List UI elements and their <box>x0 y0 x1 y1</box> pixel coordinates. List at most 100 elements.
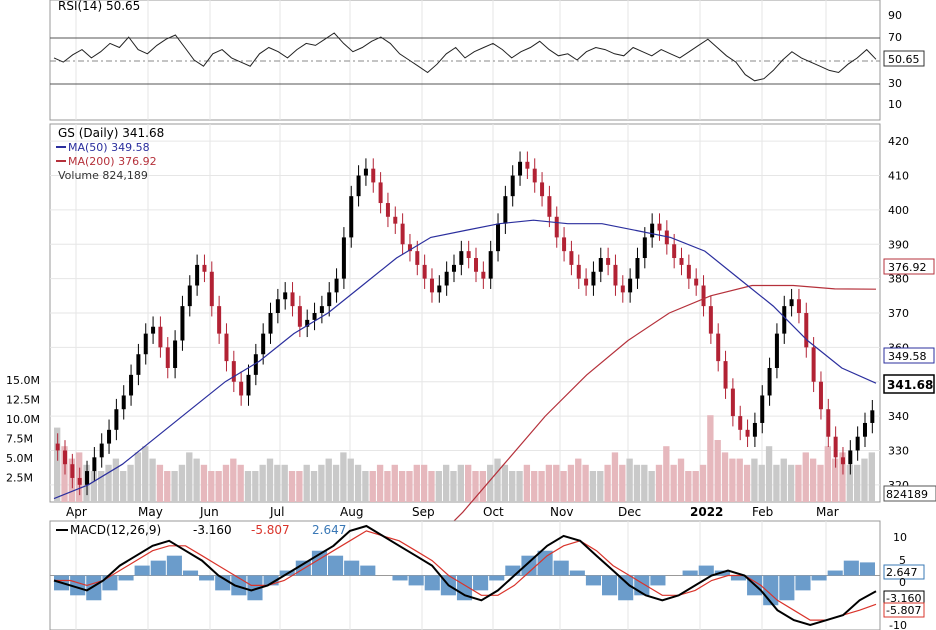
volume-bar <box>193 458 200 502</box>
volume-bar <box>384 471 391 502</box>
candle-body <box>811 347 816 382</box>
volume-tick-label: 15.0M <box>6 374 40 387</box>
volume-bar <box>531 471 538 502</box>
volume-bar <box>347 458 354 502</box>
x-tick-label: Feb <box>752 505 773 519</box>
macd-hist-bar <box>182 570 199 576</box>
price-tick-label: 410 <box>888 170 909 183</box>
volume-tick-label: 10.0M <box>6 413 40 426</box>
macd-line-tag: -3.160 <box>886 592 921 605</box>
volume-bar <box>325 458 332 502</box>
macd-hist-bar <box>537 550 553 576</box>
candle-body <box>209 271 214 307</box>
candle-body <box>107 429 112 444</box>
candle-body <box>862 422 867 437</box>
candle-body <box>224 333 229 362</box>
candle-body <box>99 443 104 458</box>
ma50-tag-box <box>883 347 935 364</box>
macd-hist-bar <box>408 575 424 586</box>
candle-body <box>870 410 875 423</box>
candle-body <box>305 319 310 327</box>
candle-body <box>481 271 486 279</box>
volume-bar <box>435 471 442 502</box>
volume-bar <box>450 471 457 502</box>
candle-body <box>341 237 346 279</box>
price-candles <box>55 151 875 496</box>
candle-body <box>613 264 618 286</box>
macd-hist-bar <box>843 560 859 576</box>
volume-bar <box>758 464 765 502</box>
volume-bar <box>391 464 398 502</box>
volume-bar <box>281 464 288 502</box>
candle-body <box>767 367 772 396</box>
price-tick-label: 370 <box>888 307 909 320</box>
candle-body <box>694 278 699 286</box>
macd-hist-bar <box>730 575 747 581</box>
candle-body <box>63 450 68 465</box>
macd-hist-bar <box>456 575 473 601</box>
candle-body <box>151 326 156 334</box>
candle-body <box>554 216 559 238</box>
macd-hist-bar <box>521 555 537 576</box>
volume-bar <box>413 464 420 502</box>
candle-body <box>686 264 691 279</box>
volume-bar <box>90 471 98 502</box>
candle-body <box>789 299 794 307</box>
volume-bar <box>340 452 347 502</box>
x-tick-label: Aug <box>340 505 363 519</box>
candle-body <box>217 306 222 334</box>
macd-hist-bar <box>698 565 714 576</box>
price-tick-label: 420 <box>888 135 909 148</box>
volume-bar <box>729 458 736 502</box>
rsi-value-tag-box <box>883 50 925 67</box>
candle-body <box>738 416 743 430</box>
candle-body <box>782 306 787 334</box>
volume-bar <box>743 464 751 502</box>
candle-body <box>584 278 589 286</box>
macd-hist-bar <box>118 575 134 581</box>
candle-body <box>297 306 302 327</box>
volume-bar <box>164 471 171 502</box>
volume-bar <box>442 464 450 502</box>
volume-bar <box>479 471 487 502</box>
macd-signal-tag: -5.807 <box>886 604 921 617</box>
volume-bar <box>589 471 597 502</box>
macd-hist-bar <box>859 562 875 576</box>
volume-bar <box>655 464 663 502</box>
volume-bar <box>516 471 523 502</box>
volume-tag-box <box>883 485 936 502</box>
candle-body <box>363 168 368 176</box>
candle-body <box>371 168 376 183</box>
volume-bar <box>303 464 310 502</box>
volume-bar <box>523 464 531 502</box>
rsi-title: RSI(14) 50.65 <box>58 0 140 13</box>
volume-bar <box>105 464 112 502</box>
volume-bar <box>457 464 464 502</box>
macd-hist-bar <box>489 575 505 581</box>
volume-tag: 824189 <box>886 488 928 501</box>
volume-bar <box>134 452 142 502</box>
volume-bar <box>626 458 633 502</box>
x-tick-label: May <box>138 505 163 519</box>
macd-hist-bar <box>811 575 827 581</box>
macd-hist-bar <box>344 560 360 576</box>
volume-bar <box>611 452 619 502</box>
volume-bar <box>604 464 611 502</box>
candle-body <box>202 264 207 272</box>
candle-body <box>334 278 339 293</box>
price-tick-label: 340 <box>888 410 909 423</box>
macd-hist-bar <box>150 560 166 576</box>
macd-hist-bar <box>166 555 182 576</box>
candle-body <box>532 168 537 183</box>
candle-body <box>796 299 801 313</box>
candle-body <box>180 306 185 341</box>
volume-bar <box>795 464 802 502</box>
volume-bar <box>310 471 318 502</box>
candle-body <box>349 196 354 238</box>
volume-bar <box>751 458 758 502</box>
volume-bar <box>699 464 707 502</box>
candle-body <box>121 395 126 410</box>
volume-bar <box>567 464 575 502</box>
legend-price: GS (Daily) 341.68 <box>58 126 164 140</box>
volume-bar <box>142 446 149 502</box>
